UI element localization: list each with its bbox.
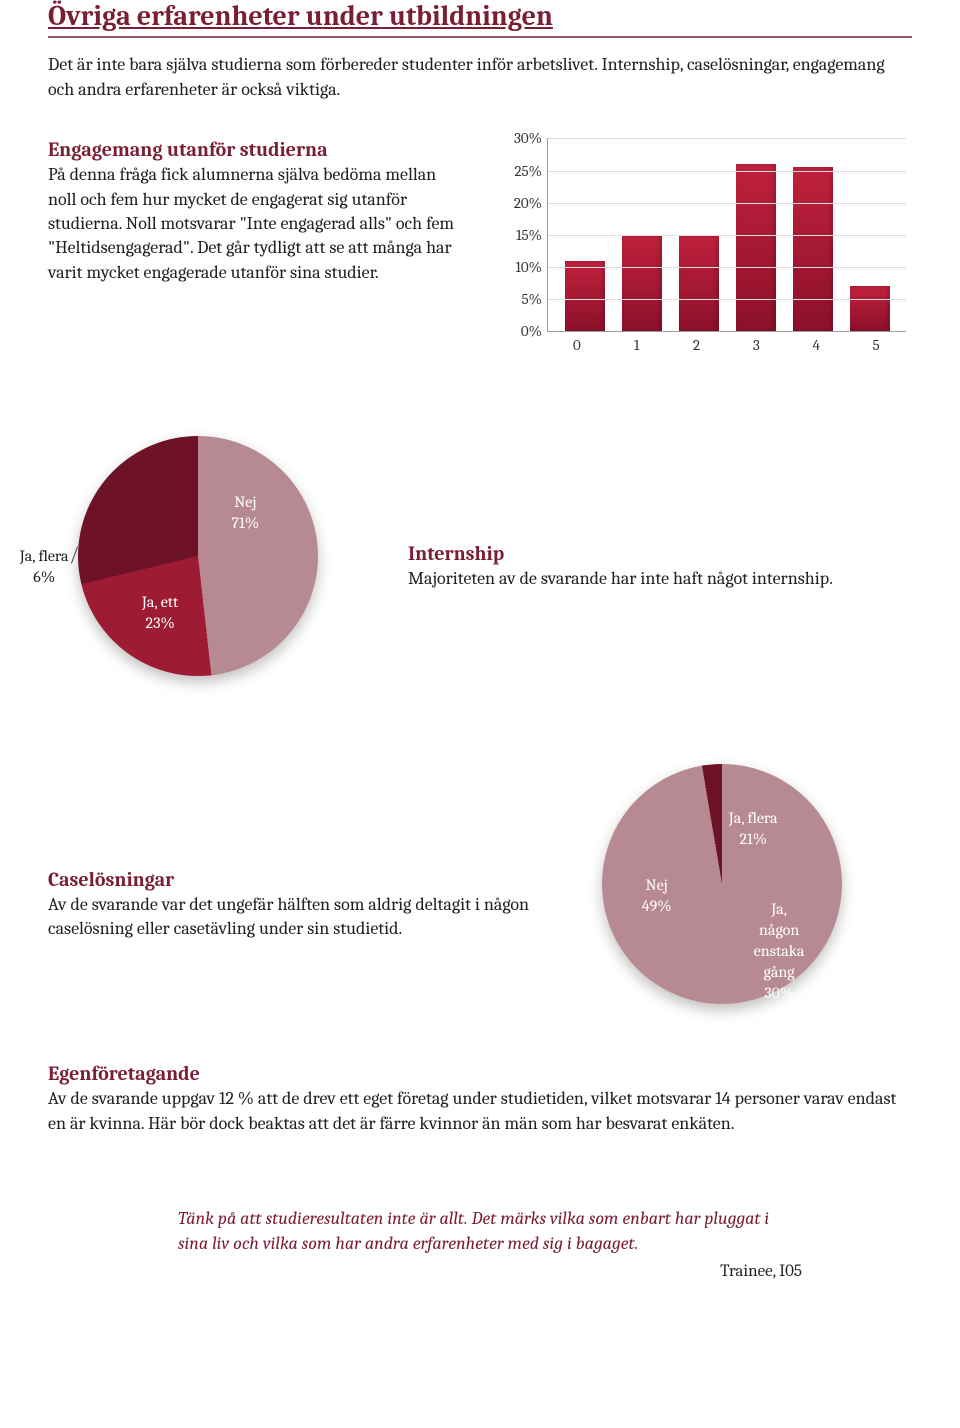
- caselosningar-text: Caselösningar Av de svarande var det ung…: [48, 808, 542, 942]
- bar-ylabel: 5%: [500, 290, 542, 308]
- bar-ylabel: 10%: [500, 258, 542, 276]
- pie-slice-label: Nej49%: [612, 875, 702, 917]
- bar: [793, 167, 833, 331]
- bar-xlabel: 2: [677, 336, 717, 358]
- egenforetagande-heading: Egenföretagande: [48, 1062, 912, 1085]
- quote-block: Tänk på att studieresultaten inte är all…: [178, 1206, 802, 1284]
- egenforetagande-body: Av de svarande uppgav 12 % att de drev e…: [48, 1087, 912, 1136]
- bar-ylabel: 0%: [500, 322, 542, 340]
- bar-ylabel: 30%: [500, 129, 542, 147]
- bar-chart: 0%5%10%15%20%25%30% 012345: [495, 138, 912, 358]
- bar-xlabel: 5: [856, 336, 896, 358]
- bar-ylabel: 15%: [500, 226, 542, 244]
- internship-text: Internship Majoriteten av de svarande ha…: [408, 502, 912, 591]
- pie-slice-label: Nej71%: [200, 492, 290, 534]
- pie-slice-label: Ja,någonenstakagång30%: [734, 899, 824, 1003]
- bar-ylabel: 20%: [500, 194, 542, 212]
- bar-ylabel: 25%: [500, 162, 542, 180]
- bar-xlabel: 1: [617, 336, 657, 358]
- engagemang-heading: Engagemang utanför studierna: [48, 138, 465, 161]
- bar-xlabel: 0: [557, 336, 597, 358]
- bar: [565, 261, 605, 332]
- bar: [622, 235, 662, 332]
- engagemang-body: På denna fråga fick alumnerna själva bed…: [48, 163, 465, 284]
- pie-slice-label: Ja, flera21%: [708, 808, 798, 850]
- bar: [679, 235, 719, 332]
- bar: [850, 286, 890, 331]
- pie-internship: [78, 436, 318, 676]
- bar-xlabel: 4: [796, 336, 836, 358]
- section-title: Övriga erfarenheter under utbildningen: [48, 0, 912, 38]
- internship-body: Majoriteten av de svarande har inte haft…: [408, 567, 912, 591]
- engagemang-text: Engagemang utanför studierna På denna fr…: [48, 138, 465, 284]
- row-internship: Nej71%Ja, ett23%Ja, flera6% Internship M…: [48, 396, 912, 696]
- egenforetagande-block: Egenföretagande Av de svarande uppgav 12…: [48, 1062, 912, 1136]
- pie-slice-label: Ja, ett23%: [115, 592, 205, 634]
- row-engagemang: Engagemang utanför studierna På denna fr…: [48, 138, 912, 358]
- bar-xlabel: 3: [736, 336, 776, 358]
- internship-heading: Internship: [408, 542, 912, 565]
- caselosningar-body: Av de svarande var det ungefär hälften s…: [48, 893, 542, 942]
- section-intro: Det är inte bara själva studierna som fö…: [48, 52, 912, 102]
- pie-case-wrap: Nej49%Ja, flera21% Ja,någonenstakagång30%: [572, 724, 912, 1024]
- pie-internship-wrap: Nej71%Ja, ett23%Ja, flera6%: [48, 396, 378, 696]
- quote-text: Tänk på att studieresultaten inte är all…: [178, 1208, 769, 1254]
- bar: [736, 164, 776, 331]
- quote-attr: Trainee, I05: [178, 1260, 802, 1284]
- caselosningar-heading: Caselösningar: [48, 868, 542, 891]
- row-caselosningar: Caselösningar Av de svarande var det ung…: [48, 724, 912, 1024]
